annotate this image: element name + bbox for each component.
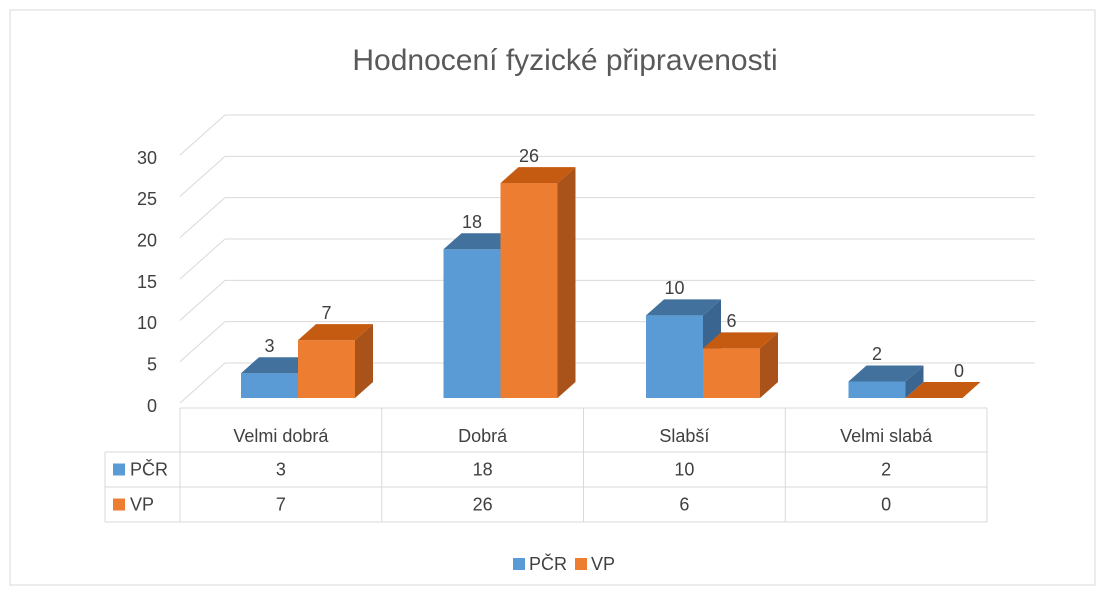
bar-top xyxy=(905,382,981,398)
legend-key xyxy=(513,558,525,570)
bar-front xyxy=(241,373,298,398)
table-cell: 0 xyxy=(881,494,891,514)
data-label: 26 xyxy=(519,146,539,166)
x-tick-label: Velmi dobrá xyxy=(233,426,329,446)
bar-side xyxy=(760,332,778,398)
grid-line xyxy=(179,321,226,363)
grid-line xyxy=(179,279,226,321)
data-label: 7 xyxy=(321,303,331,323)
table-row-label: PČR xyxy=(130,458,168,479)
data-label: 3 xyxy=(264,336,274,356)
grid-line xyxy=(179,197,226,239)
bar-top xyxy=(241,357,316,374)
bar-front xyxy=(646,315,703,398)
bar-side xyxy=(557,167,576,398)
legend-key xyxy=(575,558,587,570)
grid-line xyxy=(179,155,226,197)
x-tick-label: Dobrá xyxy=(458,426,508,446)
bar-top xyxy=(646,299,721,316)
bar-side xyxy=(355,324,373,398)
table-cell: 26 xyxy=(473,494,493,514)
table-cell: 10 xyxy=(674,459,694,479)
bar-front xyxy=(500,183,558,398)
data-label: 2 xyxy=(872,344,882,364)
bar-top xyxy=(848,365,924,382)
bar-top xyxy=(703,332,778,349)
y-tick-label: 20 xyxy=(137,230,157,250)
grid-line xyxy=(179,238,226,280)
y-tick-label: 30 xyxy=(137,148,157,168)
y-tick-label: 0 xyxy=(147,396,157,416)
table-cell: 3 xyxy=(276,459,286,479)
y-tick-label: 15 xyxy=(137,272,157,292)
table-cell: 18 xyxy=(473,459,493,479)
data-label: 18 xyxy=(462,212,482,232)
y-tick-label: 10 xyxy=(137,313,157,333)
x-tick-label: Velmi slabá xyxy=(840,426,933,446)
x-tick-label: Slabší xyxy=(659,426,709,446)
bar-front xyxy=(443,249,501,398)
table-cell: 6 xyxy=(679,494,689,514)
bar-top xyxy=(500,167,576,184)
data-label: 6 xyxy=(726,311,736,331)
data-label: 10 xyxy=(664,278,684,298)
bar-front xyxy=(298,340,355,398)
bar-front xyxy=(848,381,906,398)
grid-line xyxy=(179,114,226,156)
table-cell: 7 xyxy=(276,494,286,514)
table-row-label: VP xyxy=(130,494,154,514)
table-cell: 2 xyxy=(881,459,891,479)
bar-front xyxy=(703,348,760,398)
grid-line xyxy=(179,362,226,404)
bar-side xyxy=(905,365,924,398)
table-legend-key xyxy=(113,463,125,476)
legend-label: PČR xyxy=(529,553,567,574)
table-legend-key xyxy=(113,498,125,511)
y-tick-label: 25 xyxy=(137,189,157,209)
data-label: 0 xyxy=(954,361,964,381)
bar-top xyxy=(298,324,373,341)
bar-top xyxy=(443,233,519,250)
y-tick-label: 5 xyxy=(147,354,157,374)
chart-title: Hodnocení fyzické připravenosti xyxy=(352,44,777,77)
legend-label: VP xyxy=(591,554,615,574)
